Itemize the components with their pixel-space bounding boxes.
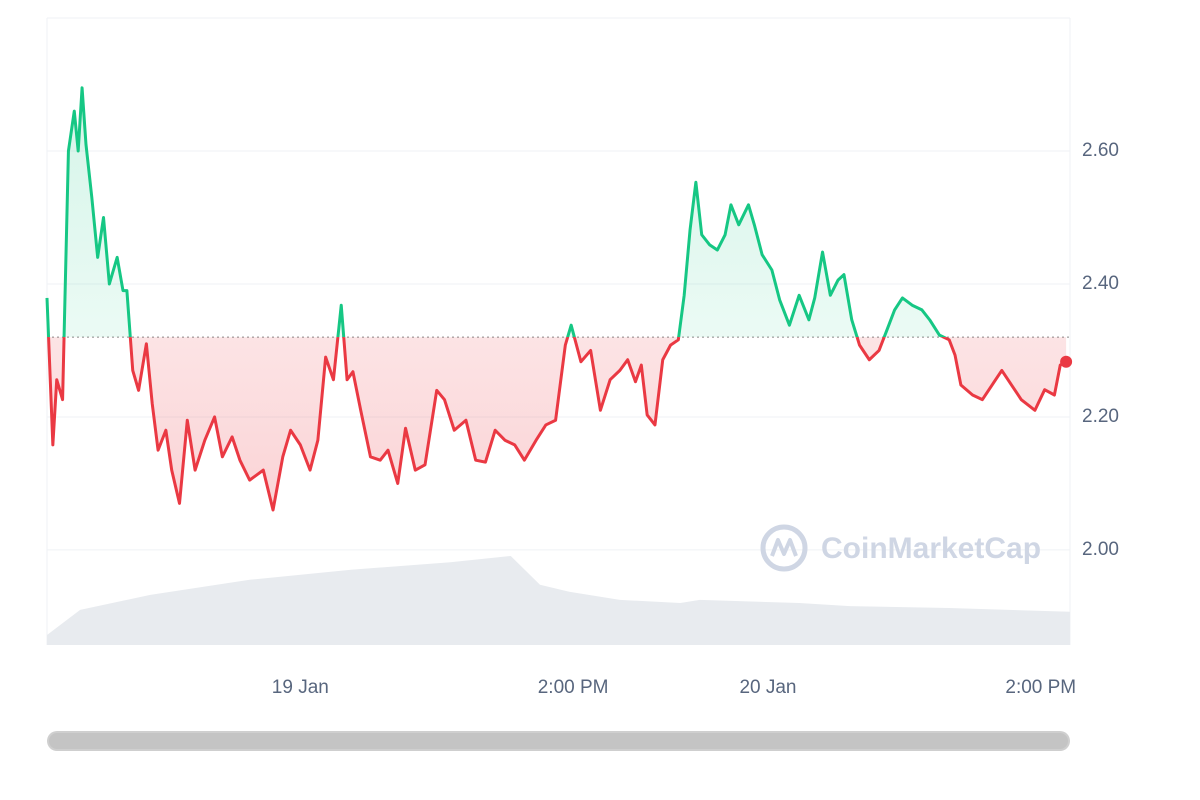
y-tick-label: 2.20 (1082, 406, 1119, 427)
x-tick-label: 19 Jan (272, 677, 329, 698)
scrollbar-thumb[interactable] (49, 733, 1068, 749)
area-down (47, 337, 1067, 511)
x-tick-label: 2:00 PM (1005, 677, 1076, 698)
x-tick-label: 20 Jan (739, 677, 796, 698)
y-tick-label: 2.40 (1082, 273, 1119, 294)
area-up (47, 87, 944, 338)
watermark-text: CoinMarketCap (821, 532, 1041, 565)
x-tick-label: 2:00 PM (538, 677, 609, 698)
volume-area (47, 555, 1070, 645)
line-down (47, 337, 1067, 512)
watermark: CoinMarketCap (760, 524, 1041, 572)
last-point (1060, 355, 1073, 368)
y-tick-label: 2.60 (1082, 140, 1119, 161)
y-tick-label: 2.00 (1082, 539, 1119, 560)
